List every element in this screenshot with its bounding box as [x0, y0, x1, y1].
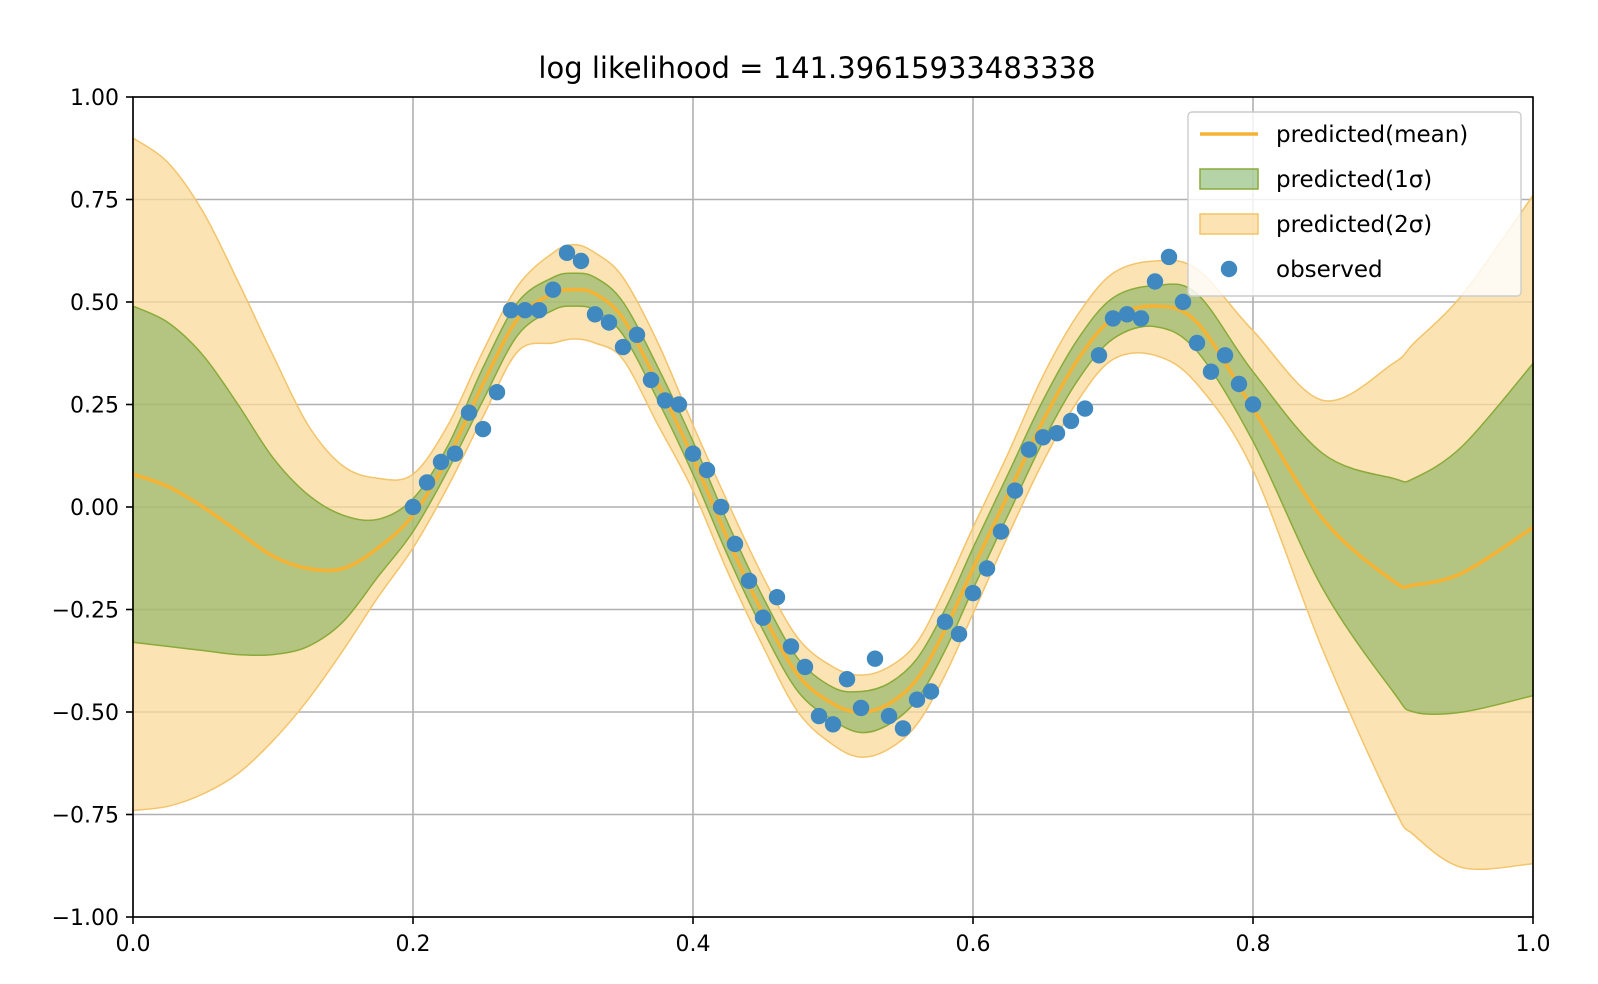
observed-point: [1104, 310, 1122, 327]
mean-curve: [132, 287, 1534, 714]
observed-point: [936, 613, 954, 630]
observed-point: [446, 445, 464, 462]
observed-point: [642, 371, 660, 389]
observed-point: [824, 716, 842, 733]
x-tick-label: 1.0: [1516, 932, 1551, 957]
x-tick-label: 0.6: [956, 932, 991, 957]
observed-point: [712, 498, 730, 516]
observed-point: [516, 302, 534, 319]
observed-point: [656, 392, 674, 409]
observed-point: [964, 584, 982, 602]
observed-point: [1146, 273, 1164, 290]
observed-point: [502, 302, 520, 319]
legend: predicted(mean) predicted(1σ) predicted(2σ…: [1187, 111, 1522, 297]
y-tick-label: −0.75: [52, 804, 119, 829]
y-tick-label: 0.00: [70, 496, 119, 521]
observed-point: [782, 638, 800, 655]
observed-points: [404, 244, 1262, 737]
mean-line: [132, 287, 1534, 714]
observed-point: [1174, 293, 1192, 311]
chart-title: log likelihood = 141.39615933483338: [538, 51, 1095, 85]
legend-box: [1187, 111, 1522, 297]
legend-label: predicted(mean): [1276, 122, 1468, 148]
legend-handle-2sigma: [1199, 213, 1259, 235]
observed-point: [866, 650, 884, 667]
observed-point: [838, 671, 856, 688]
y-tick-label: 1.00: [70, 86, 119, 111]
observed-point: [1006, 482, 1024, 499]
observed-point: [1062, 412, 1080, 430]
axis-ticks: 0.0 0.2 0.4 0.6 0.8 1.0 1.00 0.75 0.50 0.25 0.00 −0…: [52, 86, 1551, 957]
observed-point: [894, 720, 912, 737]
observed-point: [404, 498, 422, 516]
y-tick-label: 0.75: [70, 189, 119, 214]
observed-point: [950, 625, 968, 643]
observed-point: [614, 338, 632, 356]
observed-point: [922, 683, 940, 700]
observed-point: [586, 306, 604, 323]
legend-label: observed: [1276, 257, 1383, 283]
observed-point: [1230, 375, 1248, 393]
y-tick-label: −0.50: [52, 701, 119, 726]
observed-point: [544, 281, 562, 298]
observed-point: [1076, 400, 1094, 417]
y-tick-label: 0.50: [70, 291, 119, 316]
observed-point: [1216, 347, 1234, 364]
x-tick-label: 0.4: [676, 932, 711, 957]
observed-point: [572, 252, 590, 270]
observed-point: [810, 707, 828, 725]
observed-point: [796, 658, 814, 676]
observed-point: [768, 589, 786, 606]
y-tick-label: −0.25: [52, 599, 119, 624]
observed-point: [1188, 334, 1206, 352]
y-tick-label: −1.00: [52, 906, 119, 931]
x-tick-label: 0.8: [1236, 932, 1271, 957]
observed-point: [1132, 310, 1150, 327]
observed-point: [1034, 429, 1052, 446]
band-1sigma: [132, 272, 1534, 734]
observed-point: [1160, 248, 1178, 266]
observed-point: [754, 609, 772, 626]
observed-point: [1020, 441, 1038, 458]
observed-point: [740, 572, 758, 589]
x-tick-label: 0.0: [116, 932, 151, 957]
observed-point: [418, 474, 436, 491]
observed-point: [558, 244, 576, 261]
observed-point: [488, 384, 506, 401]
x-tick-label: 0.2: [396, 932, 431, 957]
legend-handle-observed: [1220, 260, 1238, 278]
observed-point: [670, 396, 688, 413]
observed-point: [908, 691, 926, 708]
observed-point: [992, 523, 1010, 540]
legend-label: predicted(1σ): [1276, 167, 1432, 193]
observed-point: [726, 535, 744, 553]
legend-handle-1sigma: [1199, 168, 1259, 190]
observed-point: [1118, 306, 1136, 323]
observed-point: [880, 707, 898, 725]
legend-label: predicted(2σ): [1276, 212, 1432, 238]
observed-point: [698, 461, 716, 479]
observed-point: [1090, 347, 1108, 364]
observed-point: [852, 699, 870, 717]
observed-point: [600, 314, 618, 331]
observed-point: [1048, 425, 1066, 442]
y-tick-label: 0.25: [70, 394, 119, 419]
observed-point: [684, 445, 702, 462]
observed-point: [474, 420, 492, 438]
observed-point: [978, 560, 996, 577]
observed-point: [1202, 363, 1220, 380]
observed-point: [530, 302, 548, 319]
observed-point: [628, 326, 646, 343]
observed-point: [460, 404, 478, 421]
observed-point: [1244, 396, 1262, 413]
observed-point: [432, 453, 450, 471]
